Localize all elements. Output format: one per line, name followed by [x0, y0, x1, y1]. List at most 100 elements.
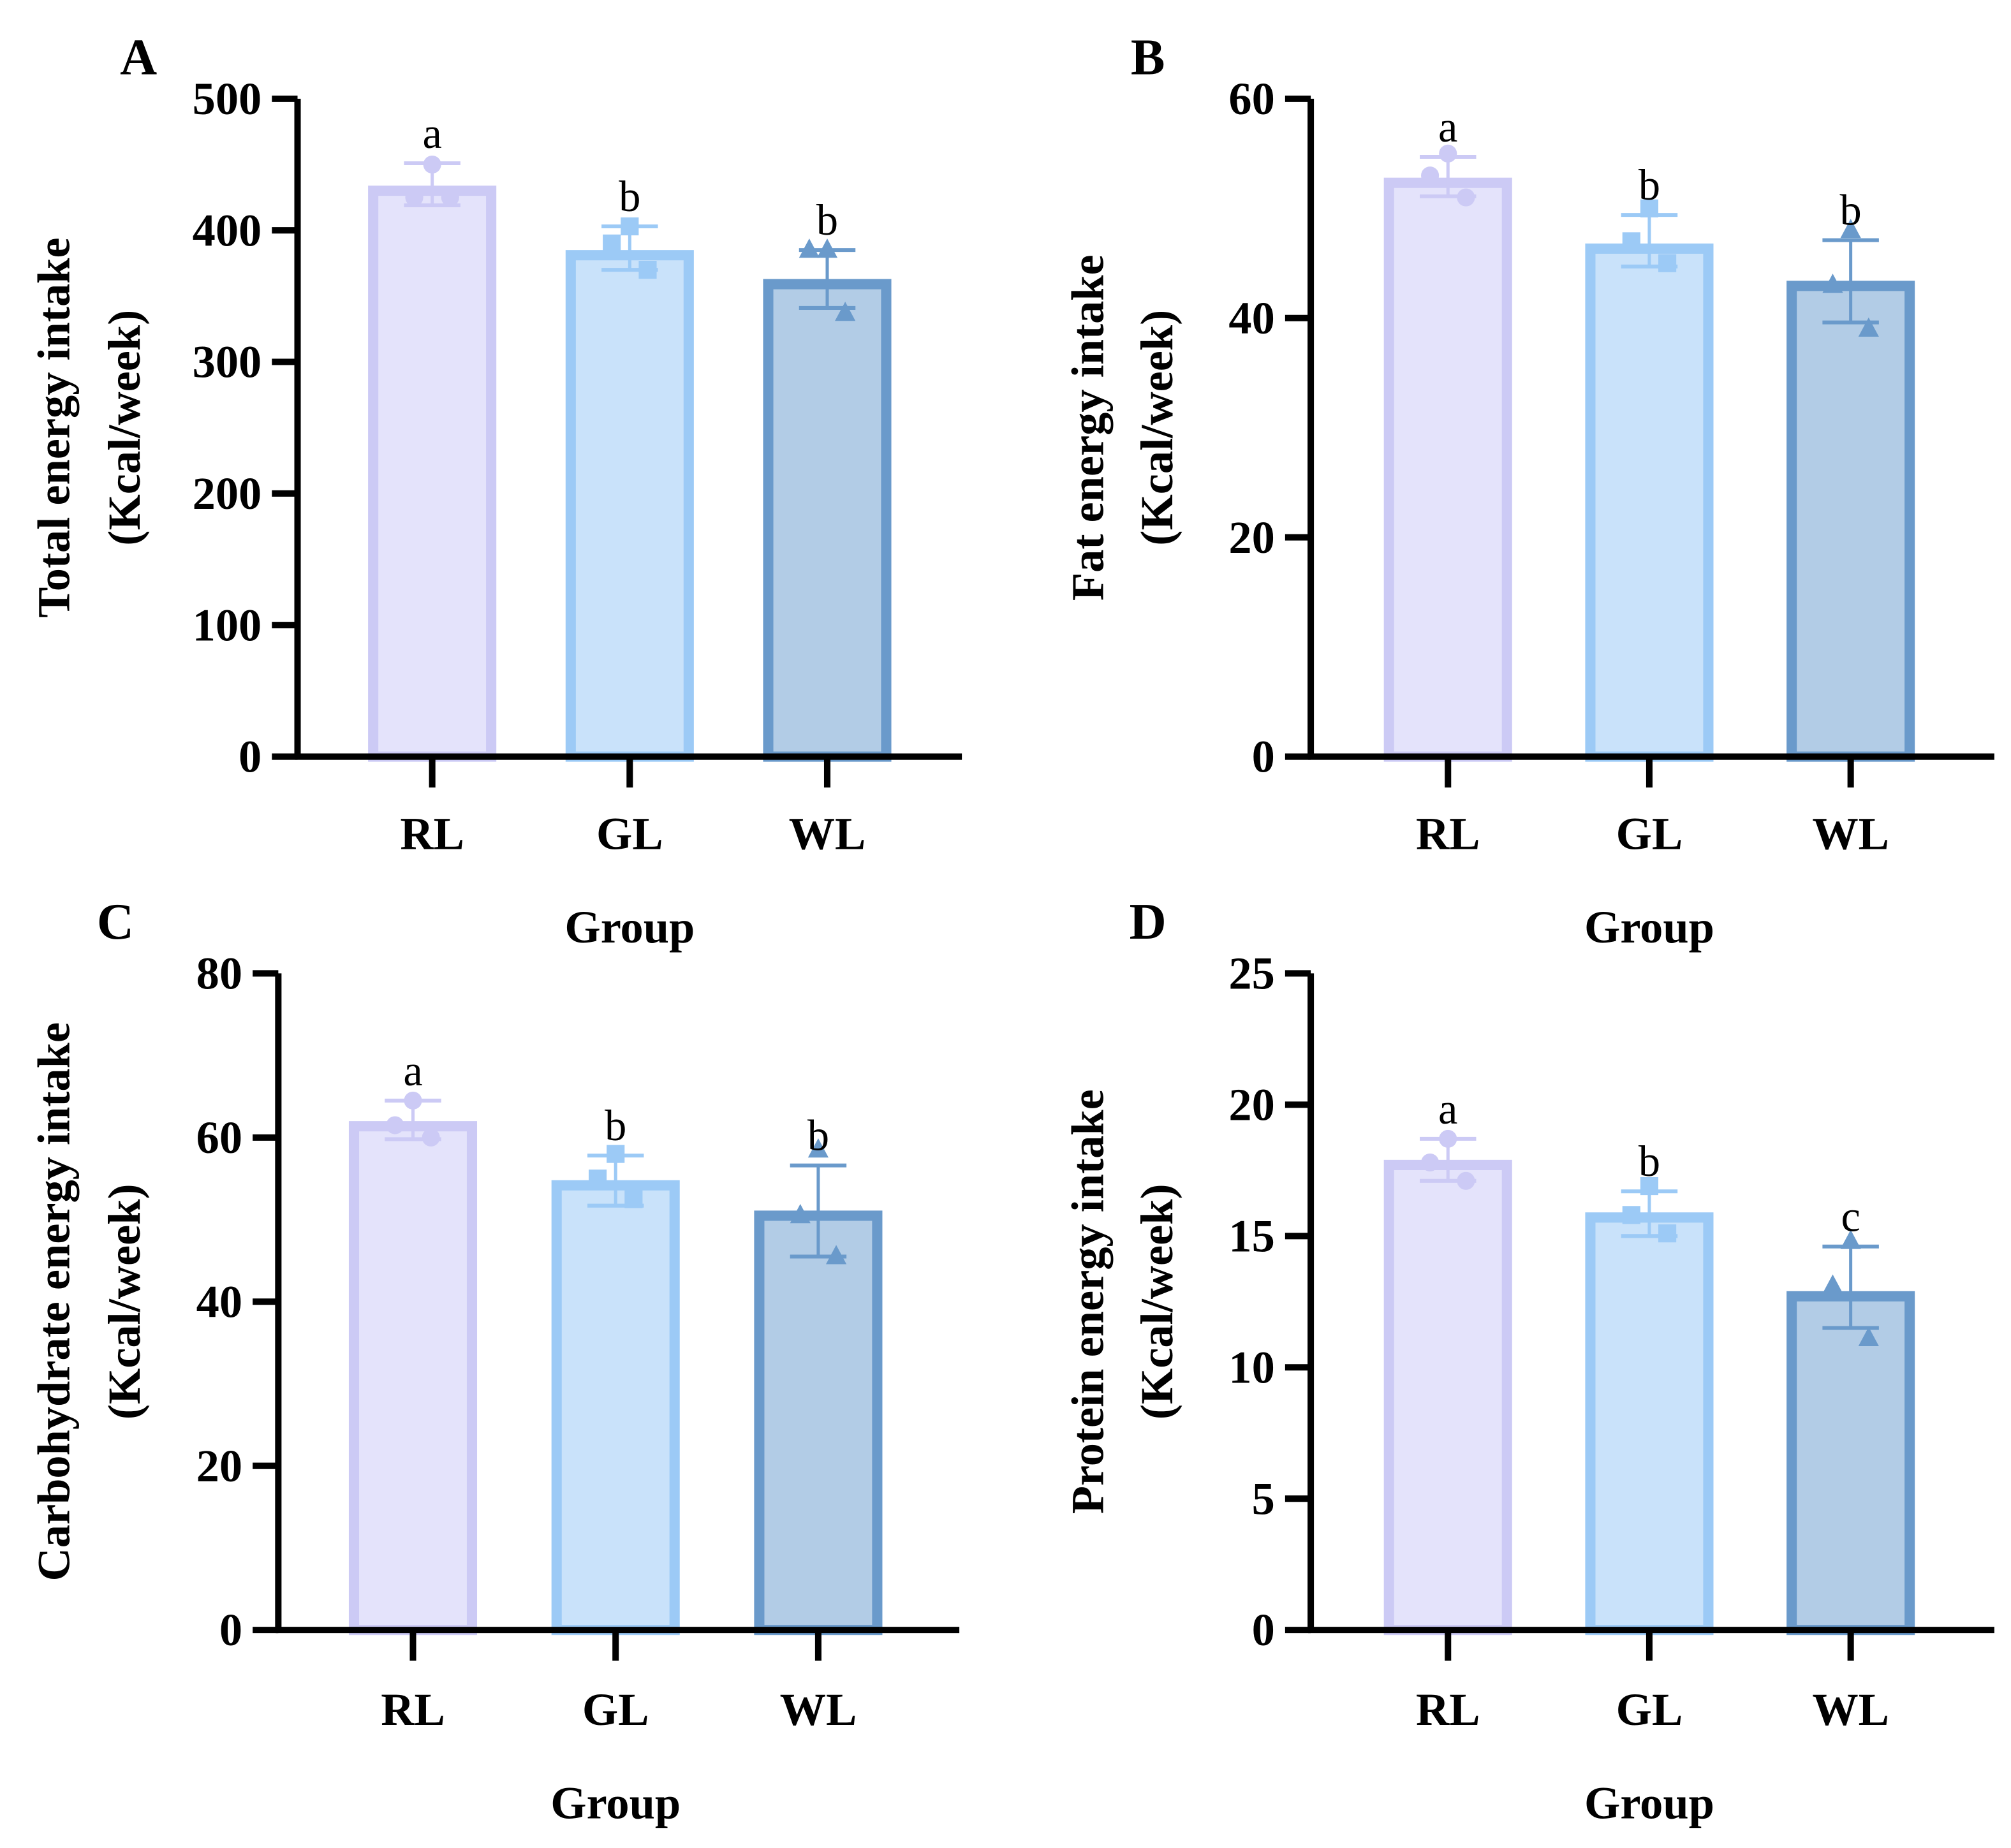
panel-label: B	[1131, 29, 1165, 86]
y-axis-title: Protein energy intake	[1061, 1089, 1113, 1514]
significance-letter: a	[1438, 1085, 1457, 1133]
y-tick-label: 20	[1228, 1078, 1274, 1130]
panel-a: Aa RL b GL b WL 0 100 200 300 400 500 Total energy i…	[28, 29, 962, 953]
significance-letter: b	[807, 1111, 829, 1159]
panel-label: D	[1130, 893, 1167, 950]
y-tick-label: 40	[1228, 292, 1274, 344]
y-axis-title-unit: (Kcal/week)	[98, 310, 150, 546]
bar-wl	[754, 1210, 883, 1636]
x-tick-label: WL	[789, 807, 866, 859]
y-tick-label: 300	[193, 336, 262, 388]
y-tick-label: 60	[1228, 73, 1274, 124]
x-tick-label: GL	[582, 1683, 649, 1735]
y-tick-label: 0	[219, 1604, 242, 1655]
data-point-gl	[603, 234, 621, 253]
x-tick-label: GL	[596, 807, 663, 859]
x-axis-title: Group	[564, 901, 695, 953]
x-tick-label: WL	[1812, 807, 1889, 859]
data-point-wl	[835, 302, 856, 321]
data-point-gl	[1640, 1177, 1659, 1196]
data-point-gl	[621, 217, 639, 236]
bar-rl	[1383, 1159, 1512, 1636]
x-tick-label: RL	[381, 1683, 445, 1735]
x-tick-label: GL	[1616, 807, 1683, 859]
y-tick-label: 15	[1228, 1210, 1274, 1261]
y-axis-title: Total energy intake	[28, 237, 80, 617]
data-point-gl	[1622, 232, 1640, 251]
data-point-gl	[638, 261, 657, 279]
bar-gl	[565, 250, 694, 762]
data-point-rl	[386, 1116, 404, 1134]
data-point-rl	[1421, 1153, 1440, 1172]
y-tick-label: 0	[1252, 731, 1275, 782]
significance-letter: b	[1840, 186, 1862, 235]
data-point-wl	[1858, 317, 1879, 337]
panel-d: Da RL b GL c WL 0 5 10 15 20 25 Protein energy intak…	[1061, 893, 1994, 1829]
y-axis-title-unit: (Kcal/week)	[1131, 1184, 1182, 1419]
panel-label: C	[97, 893, 134, 950]
data-point-wl	[816, 238, 838, 258]
y-tick-label: 20	[196, 1440, 242, 1492]
y-tick-label: 500	[193, 73, 262, 124]
data-point-rl	[441, 188, 459, 207]
y-axis-title: Fat energy intake	[1061, 254, 1113, 601]
x-axis-title: Group	[550, 1777, 681, 1829]
panel-label: A	[120, 29, 157, 86]
data-point-wl	[1822, 1274, 1843, 1294]
data-point-rl	[1421, 166, 1440, 185]
x-axis-title: Group	[1584, 901, 1714, 953]
x-axis-title: Group	[1584, 1777, 1714, 1829]
x-tick-label: WL	[1812, 1683, 1889, 1735]
panel-c: Ca RL b GL b WL 0 20 40 60 80 Carbohydrate energy i…	[28, 893, 960, 1829]
x-tick-label: RL	[1416, 1683, 1480, 1735]
data-point-wl	[825, 1245, 847, 1265]
data-point-wl	[1822, 274, 1843, 293]
bar-wl	[763, 279, 892, 762]
y-tick-label: 25	[1228, 948, 1274, 999]
data-point-rl	[1457, 188, 1475, 207]
significance-letter: b	[1639, 161, 1660, 209]
data-point-gl	[588, 1170, 607, 1188]
bar-wl	[1786, 281, 1915, 762]
significance-letter: b	[605, 1101, 626, 1150]
data-point-gl	[624, 1190, 643, 1208]
bar-gl	[551, 1180, 680, 1636]
data-point-rl	[422, 1128, 440, 1147]
y-tick-label: 0	[239, 731, 262, 782]
bar-gl	[1585, 1212, 1714, 1636]
y-tick-label: 200	[193, 467, 262, 519]
x-tick-label: RL	[400, 807, 464, 859]
data-point-rl	[1439, 144, 1457, 163]
data-point-rl	[405, 188, 424, 207]
data-point-wl	[790, 1204, 811, 1224]
data-point-wl	[1840, 1229, 1861, 1249]
y-tick-label: 40	[196, 1275, 242, 1327]
y-tick-label: 80	[196, 948, 242, 999]
data-point-gl	[1622, 1206, 1640, 1224]
significance-letter: a	[1438, 103, 1457, 151]
data-point-gl	[1658, 1224, 1677, 1243]
significance-letter: a	[403, 1046, 422, 1095]
x-tick-label: RL	[1416, 807, 1480, 859]
data-point-gl	[1640, 199, 1659, 217]
data-point-rl	[404, 1091, 422, 1110]
bar-gl	[1585, 243, 1714, 762]
significance-letter: c	[1841, 1192, 1860, 1241]
data-point-rl	[1457, 1171, 1475, 1190]
data-point-gl	[1658, 254, 1677, 272]
bar-rl	[1383, 177, 1512, 762]
bar-wl	[1786, 1291, 1915, 1636]
y-tick-label: 400	[193, 204, 262, 256]
x-tick-label: GL	[1616, 1683, 1683, 1735]
y-tick-label: 60	[196, 1111, 242, 1163]
bar-rl	[368, 186, 497, 762]
bar-rl	[348, 1121, 478, 1636]
data-point-wl	[1858, 1326, 1879, 1346]
significance-letter: b	[1639, 1137, 1660, 1185]
panel-b: Ba RL b GL b WL 0 20 40 60 Fat energy intake (Kcal/…	[1061, 29, 1994, 953]
significance-letter: a	[422, 109, 441, 158]
data-point-gl	[607, 1145, 625, 1163]
y-tick-label: 100	[193, 599, 262, 650]
x-tick-label: WL	[780, 1683, 857, 1735]
